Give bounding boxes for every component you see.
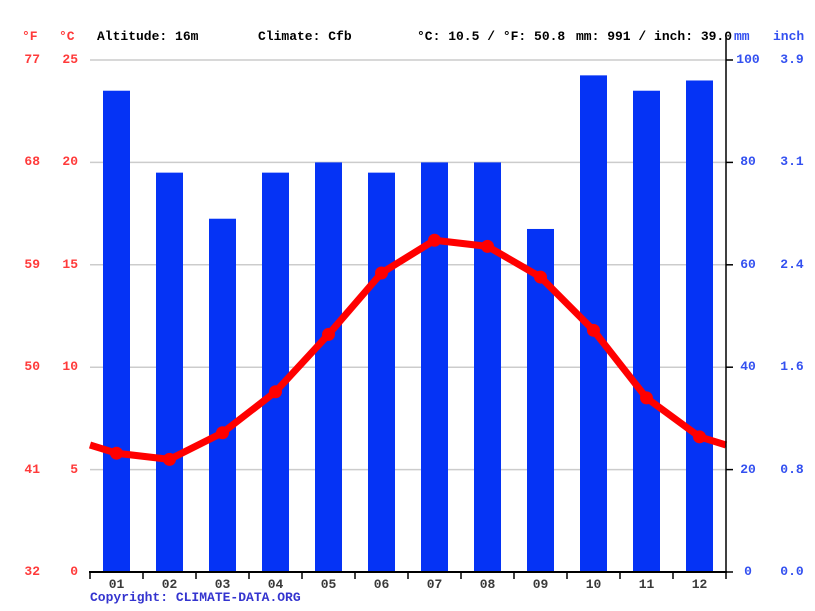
temperature-point-11 [640, 391, 653, 405]
axis-label-fahrenheit: 41 [24, 461, 40, 477]
precip-bar-03 [209, 218, 236, 571]
axis-label-mm: 60 [740, 256, 756, 272]
precip-bar-01 [103, 90, 130, 571]
axis-label-fahrenheit: 32 [24, 564, 40, 579]
axis-label-celsius: 25 [62, 52, 78, 67]
precip-bar-07 [421, 162, 448, 571]
temperature-point-04 [269, 385, 282, 399]
header-precipitation-summary: mm: 991 / inch: 39.0 [576, 29, 733, 44]
axis-label-fahrenheit: 68 [24, 154, 40, 170]
month-label-02: 02 [161, 577, 178, 592]
precip-bar-06 [368, 172, 395, 571]
axis-label-mm: 0 [744, 564, 752, 579]
axis-label-fahrenheit: 50 [24, 359, 40, 375]
axis-label-mm: 80 [740, 154, 756, 170]
temperature-point-09 [534, 270, 547, 284]
copyright-site-link[interactable]: CLIMATE-DATA.ORG [175, 590, 301, 605]
month-label-10: 10 [585, 577, 602, 592]
header-altitude: Altitude: 16m [97, 29, 199, 44]
month-label-12: 12 [691, 577, 708, 592]
axis-label-inch: 1.6 [780, 359, 804, 375]
temperature-point-01 [110, 446, 123, 460]
temperature-point-12 [693, 430, 706, 444]
temperature-point-10 [587, 323, 600, 337]
precip-bar-04 [262, 172, 289, 571]
month-label-11: 11 [638, 577, 655, 592]
axis-label-inch: 0.0 [780, 564, 804, 579]
axis-label-celsius: 5 [70, 461, 78, 477]
axis-label-celsius: 20 [62, 154, 78, 170]
temperature-line [88, 236, 728, 463]
month-label-03: 03 [214, 577, 231, 592]
axis-label-mm: 20 [740, 461, 756, 477]
axis-label-fahrenheit: 77 [24, 52, 40, 67]
header-mm-unit: mm [734, 29, 750, 44]
axis-label-celsius: 0 [70, 564, 78, 579]
precip-bar-05 [315, 162, 342, 571]
axis-label-inch: 0.8 [780, 461, 804, 477]
header-fahrenheit-unit: °F [22, 29, 38, 44]
copyright-label: Copyright: [90, 590, 169, 605]
temperature-point-03 [216, 426, 229, 440]
month-label-05: 05 [320, 577, 337, 592]
precip-bar-02 [156, 172, 183, 571]
header-inch-unit: inch [773, 29, 805, 44]
precip-bar-08 [474, 162, 501, 571]
month-label-01: 01 [108, 577, 125, 592]
axis-label-celsius: 15 [62, 256, 78, 272]
precip-bar-12 [686, 80, 713, 571]
axis-label-celsius: 10 [62, 359, 78, 375]
precip-bar-11 [633, 90, 660, 571]
axis-label-fahrenheit: 59 [24, 256, 40, 272]
month-label-07: 07 [426, 577, 443, 592]
temperature-point-02 [163, 452, 176, 466]
copyright: Copyright: CLIMATE-DATA.ORG [90, 590, 301, 605]
month-label-06: 06 [373, 577, 390, 592]
header-temperature-summary: °C: 10.5 / °F: 50.8 [417, 29, 566, 44]
month-label-08: 08 [479, 577, 496, 592]
month-label-09: 09 [532, 577, 549, 592]
axis-label-inch: 3.1 [780, 154, 804, 170]
header-climate-type: Climate: Cfb [258, 29, 352, 44]
temperature-point-05 [322, 327, 335, 341]
axis-label-mm: 100 [736, 52, 760, 67]
temperature-point-07 [428, 233, 441, 247]
axis-label-mm: 40 [740, 359, 756, 375]
temperature-point-06 [375, 266, 388, 280]
temperature-point-08 [481, 239, 494, 253]
header-celsius-unit: °C [59, 29, 75, 44]
axis-label-inch: 3.9 [780, 52, 804, 67]
axis-label-inch: 2.4 [780, 256, 804, 272]
month-label-04: 04 [267, 577, 284, 592]
